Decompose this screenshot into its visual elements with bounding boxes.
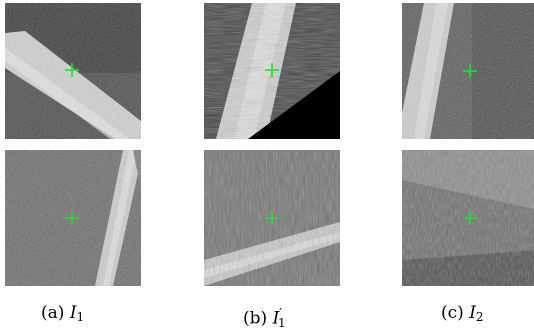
patch-a-top: [5, 3, 141, 139]
patch-b-bottom: [204, 150, 340, 286]
caption-a-label: (a): [41, 303, 65, 323]
patch-b-top: [204, 3, 340, 139]
crosshair-marker-icon: [65, 63, 79, 77]
patch-c-bottom-image: [402, 150, 534, 286]
patch-b-bottom-image: [204, 150, 340, 286]
caption-a: (a) I1: [41, 300, 84, 326]
caption-b: (b) I′1: [243, 300, 286, 330]
caption-c: (c) I2: [441, 300, 484, 326]
patch-a-top-image: [5, 3, 141, 139]
caption-b-label: (b): [243, 308, 268, 329]
caption-c-subscript: 2: [475, 310, 484, 324]
caption-c-symbol: I: [469, 303, 476, 323]
patch-c-top: [402, 3, 534, 139]
patch-a-bottom-image: [5, 150, 141, 286]
caption-a-symbol: I: [69, 303, 77, 323]
patch-b-top-image: [204, 3, 340, 139]
patch-a-bottom: [5, 150, 141, 286]
caption-b-prime: ′: [279, 306, 283, 320]
caption-c-label: (c): [441, 303, 464, 323]
caption-b-symbol: I: [272, 308, 280, 329]
caption-a-subscript: 1: [76, 310, 85, 324]
patch-c-bottom: [402, 150, 534, 286]
patch-c-top-image: [402, 3, 534, 139]
caption-b-subscript: 1: [278, 315, 286, 330]
